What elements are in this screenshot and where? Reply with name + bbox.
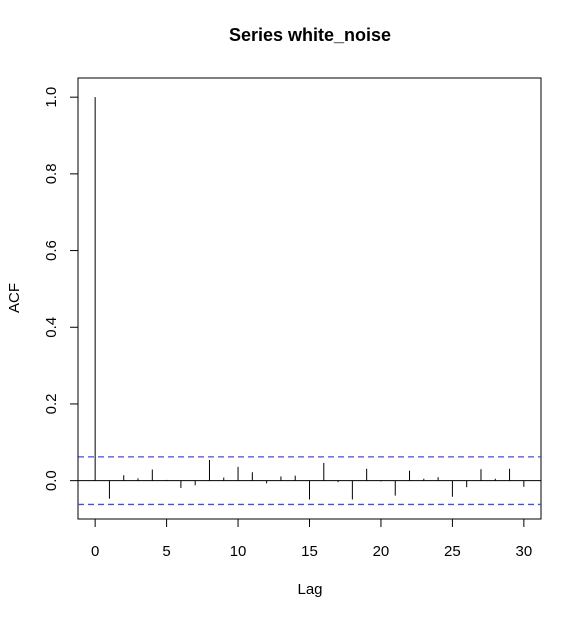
y-tick-label-1: 0.2 bbox=[43, 394, 60, 415]
y-tick-label-2: 0.4 bbox=[43, 317, 60, 338]
x-axis: 0 5 10 15 20 25 30 bbox=[91, 518, 533, 560]
confidence-bounds bbox=[78, 456, 541, 506]
x-tick-label-15: 15 bbox=[301, 543, 318, 560]
y-tick-label-3: 0.6 bbox=[43, 240, 60, 261]
plot-frame bbox=[77, 77, 542, 520]
y-tick-label-0: 0.0 bbox=[43, 470, 60, 491]
acf-bars bbox=[78, 97, 541, 500]
x-axis-label: Lag bbox=[297, 581, 322, 598]
x-tick-label-25: 25 bbox=[444, 543, 461, 560]
x-tick-label-0: 0 bbox=[91, 543, 99, 560]
y-tick-label-4: 0.8 bbox=[43, 163, 60, 184]
x-tick-label-10: 10 bbox=[230, 543, 247, 560]
chart-title: Series white_noise bbox=[229, 25, 391, 45]
x-tick-label-30: 30 bbox=[516, 543, 533, 560]
y-tick-label-5: 1.0 bbox=[43, 87, 60, 108]
y-axis-label: ACF bbox=[6, 283, 23, 313]
x-tick-label-5: 5 bbox=[162, 543, 170, 560]
x-tick-label-20: 20 bbox=[373, 543, 390, 560]
y-axis: 0.0 0.2 0.4 0.6 0.8 1.0 bbox=[43, 87, 79, 491]
